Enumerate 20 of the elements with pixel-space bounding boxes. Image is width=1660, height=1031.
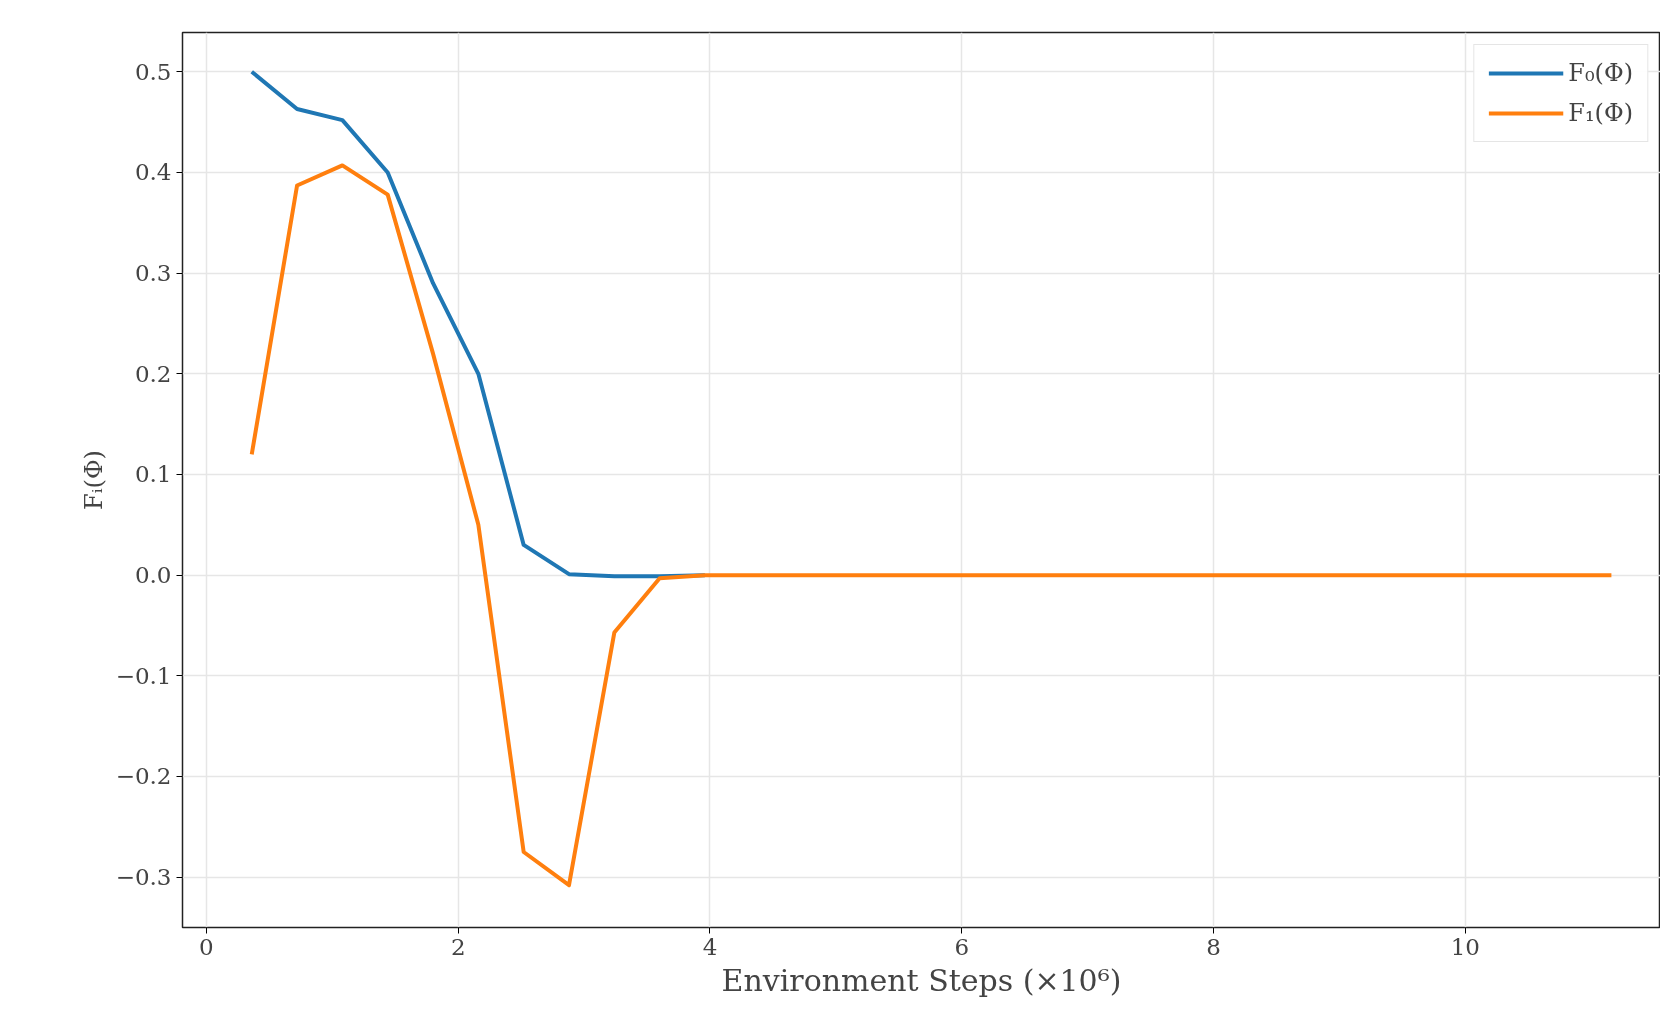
y-tick-label: 0.4	[134, 159, 172, 186]
y-tick-label: −0.1	[115, 662, 172, 689]
x-tick-label: 8	[1206, 933, 1221, 960]
y-tick-label: −0.3	[115, 864, 172, 891]
x-tick-label: 6	[954, 933, 970, 960]
y-tick-label: 0.2	[134, 360, 172, 387]
y-tick-label: −0.2	[115, 763, 172, 790]
y-tick-label: 0.0	[134, 562, 172, 589]
legend-label: F₁(Φ)	[1568, 99, 1633, 127]
y-axis-title: Fᵢ(Φ)	[79, 450, 108, 510]
x-tick-label: 10	[1450, 933, 1481, 960]
x-axis-title: Environment Steps (×10⁶)	[721, 962, 1122, 998]
y-tick-label: 0.5	[134, 58, 172, 85]
y-tick-label: 0.1	[134, 461, 172, 488]
legend-label: F₀(Φ)	[1568, 59, 1633, 87]
y-tick-label: 0.3	[134, 260, 172, 287]
line-series	[249, 163, 1614, 888]
x-tick-label: 2	[450, 933, 466, 960]
x-tick-label: 4	[702, 933, 718, 960]
x-tick-label: 0	[199, 933, 214, 960]
